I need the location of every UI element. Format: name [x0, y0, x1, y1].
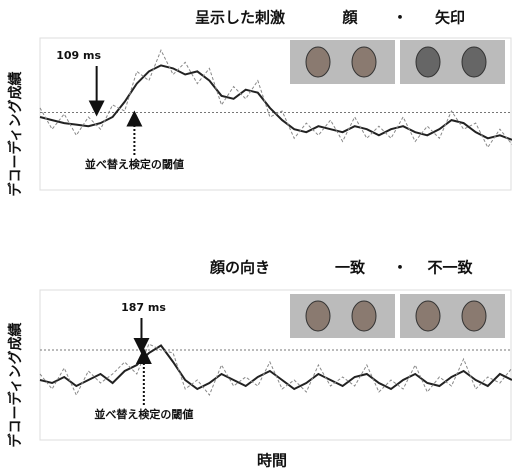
data-line — [40, 346, 512, 390]
legend-item: 不一致 — [427, 259, 473, 277]
threshold-label: 並べ替え検定の閾値 — [85, 157, 184, 171]
legend-item: 一致 — [335, 259, 366, 277]
y-axis-label: デコーディング成績 — [7, 71, 24, 196]
data-line — [40, 344, 512, 395]
stimulus-image — [416, 301, 440, 331]
stimulus-image — [352, 301, 376, 331]
legend-item: ・ — [392, 259, 407, 277]
x-axis-label: 時間 — [257, 452, 287, 470]
y-axis-label: デコーディング成績 — [7, 322, 24, 447]
stimulus-image — [462, 301, 486, 331]
legend-item: 矢印 — [435, 9, 465, 27]
onset-label: 109 ms — [56, 49, 101, 62]
stimulus-image — [306, 47, 330, 77]
stimulus-image — [416, 47, 440, 77]
legend-title: 呈示した刺激 — [195, 9, 286, 27]
legend-item: ・ — [392, 9, 407, 27]
stimulus-image — [462, 47, 486, 77]
onset-label: 187 ms — [121, 301, 166, 314]
stimulus-image — [352, 47, 376, 77]
stimulus-image — [306, 301, 330, 331]
legend-title: 顔の向き — [209, 259, 270, 277]
legend-item: 顔 — [341, 9, 358, 27]
figure: デコーディング成績呈示した刺激顔・矢印109 ms並べ替え検定の閾値デコーディン… — [0, 0, 512, 472]
threshold-label: 並べ替え検定の閾値 — [94, 407, 193, 421]
